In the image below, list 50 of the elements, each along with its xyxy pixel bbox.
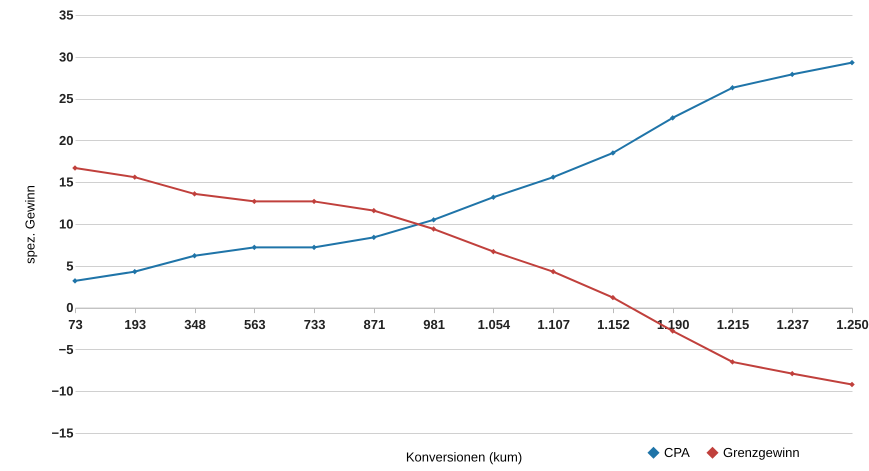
y-tick-label: 25 [59, 91, 74, 106]
y-tick-label: 20 [59, 132, 74, 148]
y-tick-label: 10 [59, 216, 74, 232]
y-tick-label: −10 [51, 384, 74, 399]
y-tick-label: 0 [66, 300, 74, 316]
point [72, 165, 78, 171]
point [430, 217, 436, 223]
y-tick-label: 5 [66, 258, 74, 274]
y-tick-label: 35 [59, 8, 74, 22]
y-tick-label: −5 [58, 342, 74, 357]
point [490, 248, 496, 254]
y-axis-title: spez. Gewinn [22, 185, 38, 264]
x-axis-title: Konversionen (kum) [406, 450, 522, 464]
x-tick-label: 348 [184, 317, 206, 332]
y-tick-label: 15 [59, 174, 74, 190]
point [371, 208, 377, 214]
point [430, 226, 436, 232]
y-tick-label: 30 [59, 49, 74, 64]
point [550, 174, 556, 180]
point [192, 191, 198, 197]
point [132, 268, 138, 274]
point [849, 60, 855, 66]
x-tick-label: 1.152 [597, 317, 630, 332]
x-tick-label: 1.215 [716, 317, 750, 332]
x-tick-label: 1.250 [836, 317, 869, 332]
legend-label: CPA [664, 444, 690, 460]
point [490, 194, 496, 200]
x-tick-label: 981 [423, 317, 445, 332]
x-tick-label: 871 [363, 317, 386, 332]
point [849, 382, 855, 388]
point [730, 359, 736, 365]
x-tick-label: 73 [68, 317, 83, 332]
legend-label: Grenzgewinn [723, 444, 800, 460]
x-tick-label: 1.107 [537, 317, 570, 332]
point [730, 84, 736, 90]
x-tick-label: 1.054 [478, 317, 511, 332]
x-tick-label: 193 [124, 317, 146, 332]
point [72, 278, 78, 284]
x-tick-label: 733 [304, 317, 326, 332]
point [132, 174, 138, 180]
point [670, 115, 676, 121]
point [192, 253, 198, 259]
point [550, 268, 556, 274]
point [371, 234, 377, 240]
point [610, 150, 616, 156]
x-tick-label: 563 [244, 317, 266, 332]
y-tick-label: −15 [51, 426, 74, 440]
x-tick-label: 1.237 [776, 317, 810, 332]
point [789, 72, 795, 78]
point [610, 294, 616, 300]
